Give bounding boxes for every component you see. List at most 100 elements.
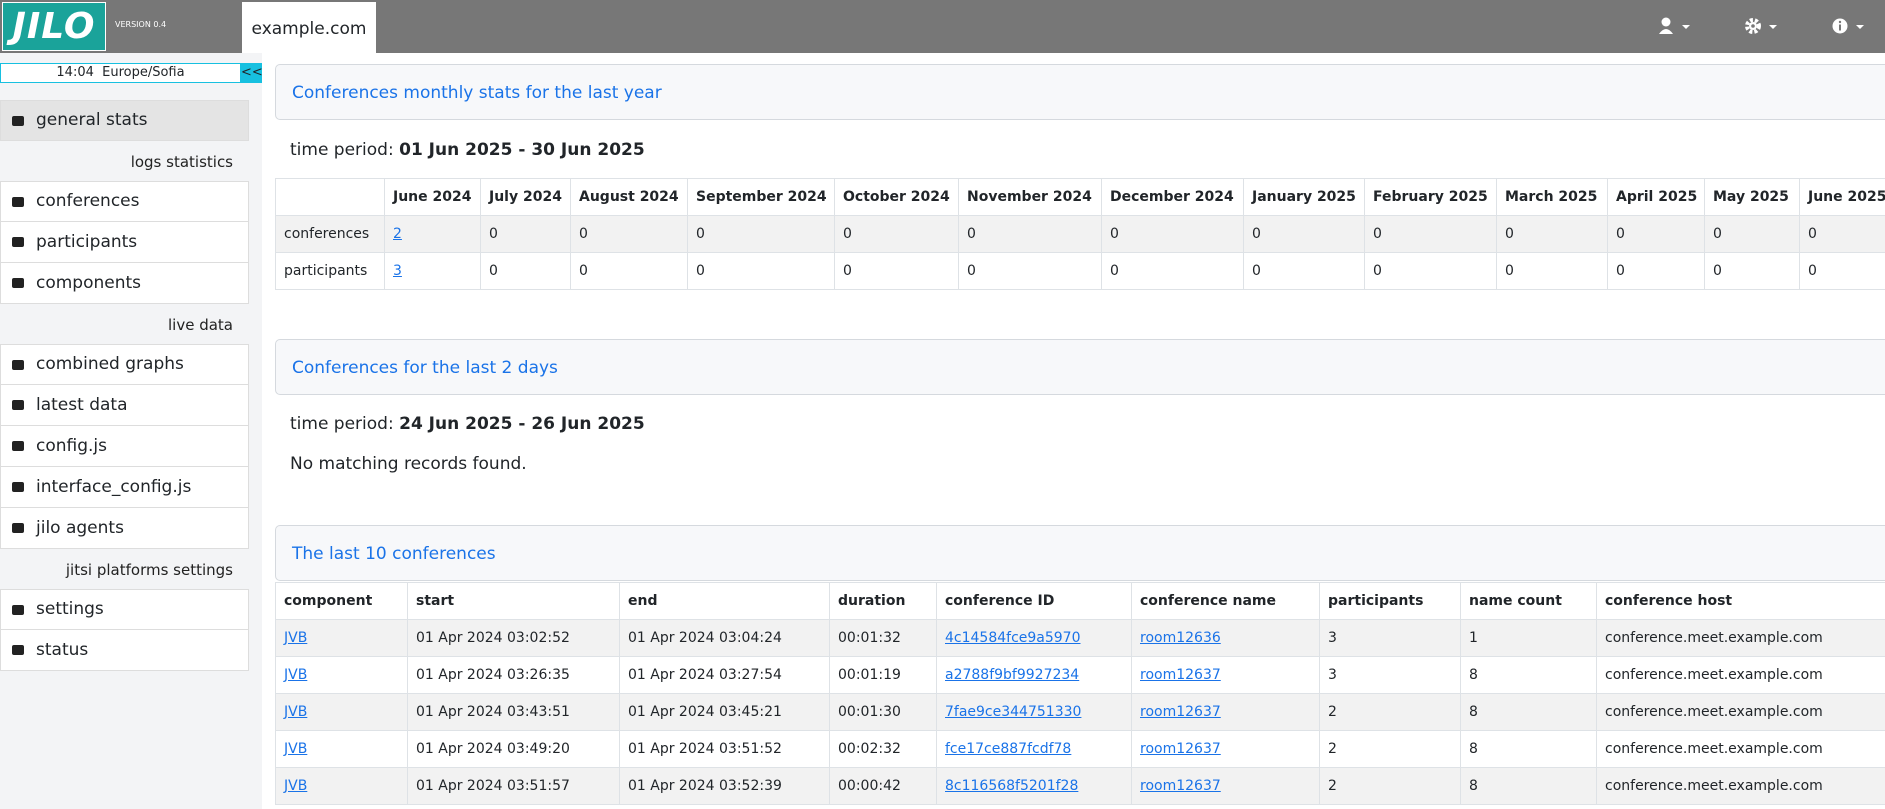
- menu-item[interactable]: interface_config.js: [0, 467, 249, 508]
- cell: room12637: [1131, 656, 1320, 694]
- cell: 3: [1319, 619, 1461, 657]
- cell-link[interactable]: a2788f9bf9927234: [945, 667, 1080, 683]
- menu-item[interactable]: settings: [0, 589, 249, 630]
- cell: 0: [1704, 252, 1800, 290]
- conferences-table: component start end duration conference ID co…: [275, 582, 1885, 805]
- cell: 01 Apr 2024 03:26:35: [407, 656, 620, 694]
- menu-icon: [12, 278, 24, 288]
- cell-link[interactable]: room12637: [1140, 667, 1221, 683]
- menu-icon: [12, 441, 24, 451]
- menu-heading: logs statistics: [130, 153, 233, 171]
- cell: room12637: [1131, 730, 1320, 768]
- column-header: start: [407, 582, 620, 620]
- host-tab[interactable]: example.com: [242, 2, 376, 53]
- cell: 0: [480, 215, 571, 253]
- cell: 0: [1243, 215, 1365, 253]
- cell-link[interactable]: room12637: [1140, 741, 1221, 757]
- corner-cell: [275, 178, 385, 216]
- menu-label: combined graphs: [36, 354, 184, 374]
- cell: 01 Apr 2024 03:49:20: [407, 730, 620, 768]
- settings-menu[interactable]: [1745, 17, 1781, 37]
- cell: 0: [480, 252, 571, 290]
- time-period: time period: 24 Jun 2025 - 26 Jun 2025: [290, 414, 645, 434]
- menu-heading: live data: [168, 316, 233, 334]
- cell-link[interactable]: 7fae9ce344751330: [945, 704, 1082, 720]
- table-row: participants 3 0 0 0 0 0 0 0 0 0 0 0 0: [275, 252, 1885, 290]
- cell: 0: [1799, 252, 1885, 290]
- menu-icon: [12, 400, 24, 410]
- cell: room12636: [1131, 619, 1320, 657]
- cell: 01 Apr 2024 03:52:39: [619, 767, 830, 805]
- menu-item[interactable]: general stats: [0, 100, 249, 141]
- cell-link[interactable]: fce17ce887fcdf78: [945, 741, 1072, 757]
- cell-link[interactable]: 8c116568f5201f28: [945, 778, 1079, 794]
- cell-link[interactable]: JVB: [284, 741, 308, 757]
- menu-item[interactable]: jilo agents: [0, 508, 249, 549]
- menu: general stats logs statistics conferences p…: [0, 100, 249, 671]
- menu-label: config.js: [36, 435, 108, 456]
- cell: 0: [958, 215, 1102, 253]
- cell: 01 Apr 2024 03:51:57: [407, 767, 620, 805]
- menu-label: jilo agents: [36, 517, 124, 538]
- column-header: May 2025: [1704, 178, 1800, 216]
- column-header: end: [619, 582, 830, 620]
- cell-link[interactable]: 2: [393, 226, 402, 242]
- cell: 0: [1364, 252, 1497, 290]
- cell: fce17ce887fcdf78: [936, 730, 1132, 768]
- cell: 0: [570, 215, 688, 253]
- cell-link[interactable]: room12636: [1140, 630, 1221, 646]
- cell: 0: [687, 252, 835, 290]
- cell: 8c116568f5201f28: [936, 767, 1132, 805]
- column-header: participants: [1319, 582, 1461, 620]
- menu-item[interactable]: config.js: [0, 426, 249, 467]
- cell: 7fae9ce344751330: [936, 693, 1132, 731]
- logo[interactable]: JILO: [2, 2, 106, 51]
- sidebar: 14:04 Europe/Sofia << general stats logs …: [0, 53, 263, 809]
- menu-item[interactable]: participants: [0, 222, 249, 263]
- menu-item[interactable]: combined graphs: [0, 344, 249, 385]
- cell: 2: [384, 215, 481, 253]
- column-header: June 2024: [384, 178, 481, 216]
- cell: 0: [1364, 215, 1497, 253]
- menu-icon: [12, 196, 24, 207]
- cell: JVB: [275, 656, 408, 694]
- column-header: component: [275, 582, 408, 620]
- period-value: 24 Jun 2025 - 26 Jun 2025: [399, 414, 645, 434]
- menu-item[interactable]: components: [0, 263, 249, 304]
- table-row: JVB 01 Apr 2024 03:49:20 01 Apr 2024 03:51…: [275, 730, 1885, 768]
- table-row: JVB 01 Apr 2024 03:43:51 01 Apr 2024 03:45…: [275, 693, 1885, 731]
- cell: 00:00:42: [829, 767, 937, 805]
- cell: 0: [1496, 215, 1608, 253]
- cell-link[interactable]: JVB: [284, 778, 308, 794]
- cell-link[interactable]: JVB: [284, 704, 308, 720]
- cell: 3: [384, 252, 481, 290]
- cell-link[interactable]: JVB: [284, 667, 308, 683]
- clock: 14:04 Europe/Sofia: [0, 63, 241, 83]
- sidebar-toggle[interactable]: <<: [241, 63, 263, 83]
- menu-item[interactable]: conferences: [0, 181, 249, 222]
- period-value: 01 Jun 2025 - 30 Jun 2025: [399, 140, 645, 160]
- menu-item[interactable]: latest data: [0, 385, 249, 426]
- cell: 8: [1460, 767, 1597, 805]
- menu-label: latest data: [36, 394, 128, 415]
- row-label: participants: [275, 252, 385, 290]
- cell-link[interactable]: room12637: [1140, 778, 1221, 794]
- user-menu[interactable]: [1658, 17, 1694, 37]
- column-header: conference name: [1131, 582, 1320, 620]
- menu-item[interactable]: status: [0, 630, 249, 671]
- cell: conference.meet.example.com: [1596, 730, 1885, 768]
- cell-link[interactable]: room12637: [1140, 704, 1221, 720]
- period-label: time period:: [290, 140, 394, 160]
- column-header: April 2025: [1607, 178, 1705, 216]
- cell-link[interactable]: 4c14584fce9a5970: [945, 630, 1081, 646]
- cell-link[interactable]: JVB: [284, 630, 308, 646]
- column-header: March 2025: [1496, 178, 1608, 216]
- menu-icon: [12, 604, 24, 615]
- cell: 8: [1460, 730, 1597, 768]
- cell: 0: [1101, 252, 1244, 290]
- cell: conference.meet.example.com: [1596, 656, 1885, 694]
- info-menu[interactable]: [1832, 17, 1868, 37]
- column-header: conference ID: [936, 582, 1132, 620]
- cell-link[interactable]: 3: [393, 263, 402, 279]
